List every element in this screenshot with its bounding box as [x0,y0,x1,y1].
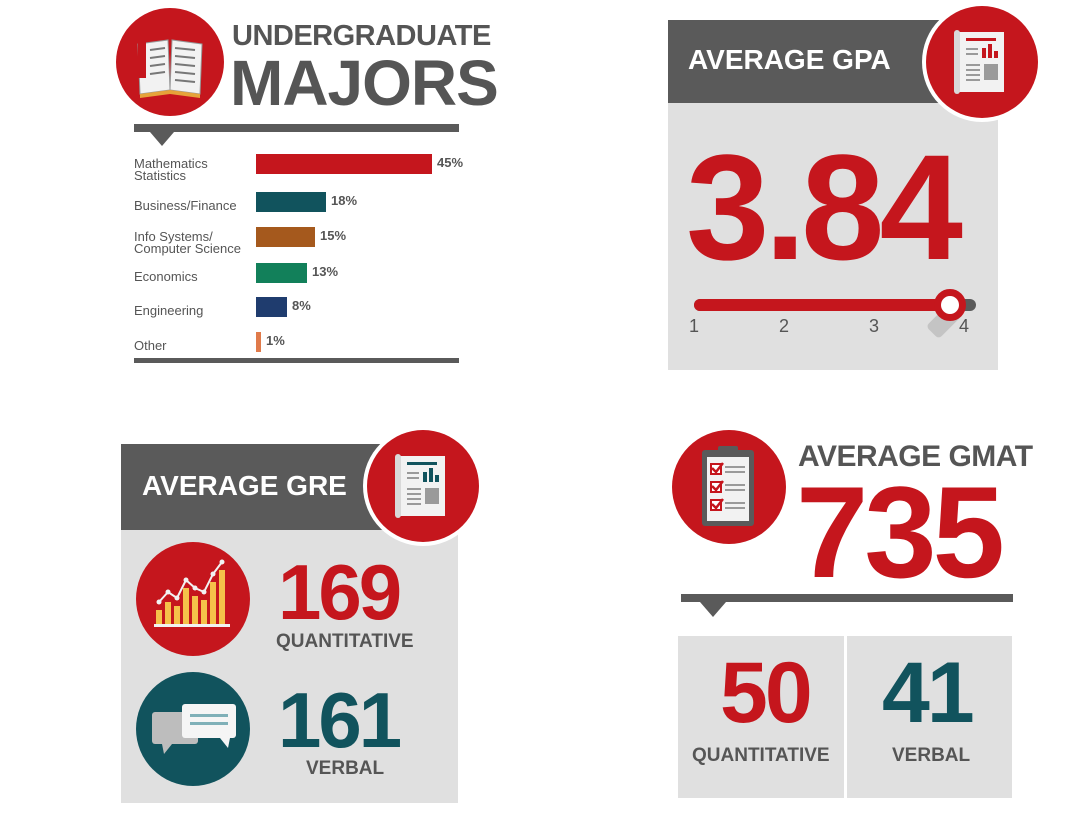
gmat-pointer [700,602,726,617]
gre-header [121,444,401,530]
major-label: Business/Finance [134,198,237,213]
gre-quant-label: QUANTITATIVE [276,631,414,652]
majors-title-line1: UNDERGRADUATE [232,20,491,52]
gpa-slider-fill [694,299,950,311]
gpa-tick-label: 3 [869,316,880,336]
major-value-label: 15% [320,228,347,243]
gmat-verbal-panel [847,636,1012,798]
majors-top-rule [134,124,459,132]
majors-icon-circle [116,8,224,116]
major-label: Mathematics Statistics [134,156,208,183]
major-bar [256,263,307,283]
major-bar [256,332,261,352]
gmat-rule [681,594,1013,602]
major-label: Engineering [134,303,204,318]
gpa-value: 3.84 [686,123,963,291]
speech-bubbles-icon [152,704,236,754]
major-bar [256,227,315,247]
major-bar [256,154,432,174]
gmat-quant-panel [678,636,844,798]
majors-pointer [150,132,174,146]
gpa-tick-label: 1 [689,316,700,336]
gmat-quant-label: QUANTITATIVE [692,745,830,766]
major-value-label: 8% [292,298,311,313]
major-label: Economics [134,269,198,284]
gmat-icon-circle [672,430,786,544]
majors-title-line2: MAJORS [230,47,499,119]
gpa-slider-knob [933,289,966,321]
gre-quant-icon-circle [136,542,250,656]
gmat-verbal-value: 41 [882,645,975,741]
report-document-icon [954,30,1004,94]
major-value-label: 13% [312,264,339,279]
gpa-tick-label: 4 [959,316,970,336]
major-label: Info Systems/ Computer Science [134,229,241,256]
report-document-icon [395,454,445,518]
gre-verbal-label: VERBAL [306,758,385,779]
major-label: Other [134,338,167,353]
major-value-label: 18% [331,193,358,208]
gpa-icon-circle [926,6,1038,118]
gmat-title: AVERAGE GMAT [798,440,1033,473]
major-value-label: 1% [266,333,285,348]
gmat-verbal-label: VERBAL [892,745,971,766]
gmat-value: 735 [796,459,1005,605]
checklist-clipboard-icon [702,446,754,526]
major-bar [256,192,326,212]
bar-chart-icon [154,559,230,627]
gpa-header [668,20,958,103]
gmat-quant-value: 50 [720,645,813,741]
gre-quant-value: 169 [278,548,402,636]
gpa-tick-label: 2 [779,316,790,336]
majors-bottom-rule [134,358,459,363]
open-book-icon [137,38,203,98]
gpa-title: AVERAGE GPA [688,44,891,75]
gre-title: AVERAGE GRE [142,470,347,501]
gre-verbal-icon-circle [136,672,250,786]
major-bar [256,297,287,317]
major-value-label: 45% [437,155,464,170]
gre-icon-circle [367,430,479,542]
gre-verbal-value: 161 [278,676,402,764]
